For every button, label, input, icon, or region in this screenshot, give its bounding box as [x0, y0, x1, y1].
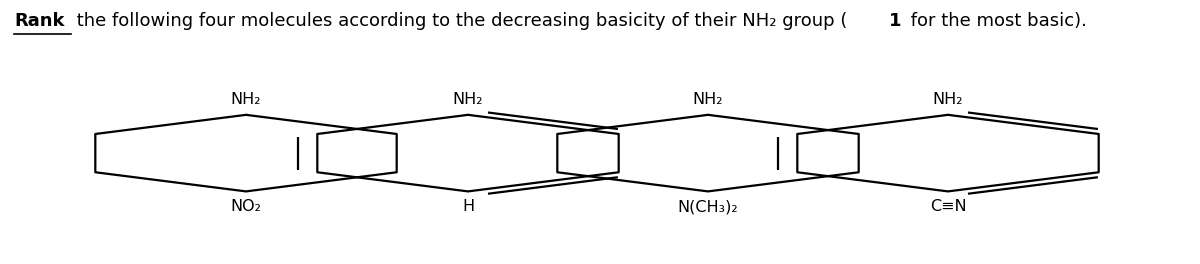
Text: C≡N: C≡N — [930, 199, 966, 214]
Text: NH₂: NH₂ — [692, 92, 724, 107]
Text: 1: 1 — [889, 12, 901, 30]
Text: NH₂: NH₂ — [452, 92, 484, 107]
Text: NO₂: NO₂ — [230, 199, 262, 214]
Text: H: H — [462, 199, 474, 214]
Text: NH₂: NH₂ — [230, 92, 262, 107]
Text: NH₂: NH₂ — [932, 92, 964, 107]
Text: Rank: Rank — [14, 12, 65, 30]
Text: for the most basic).: for the most basic). — [905, 12, 1087, 30]
Text: N(CH₃)₂: N(CH₃)₂ — [678, 199, 738, 214]
Text: the following four molecules according to the decreasing basicity of their NH₂ g: the following four molecules according t… — [71, 12, 847, 30]
